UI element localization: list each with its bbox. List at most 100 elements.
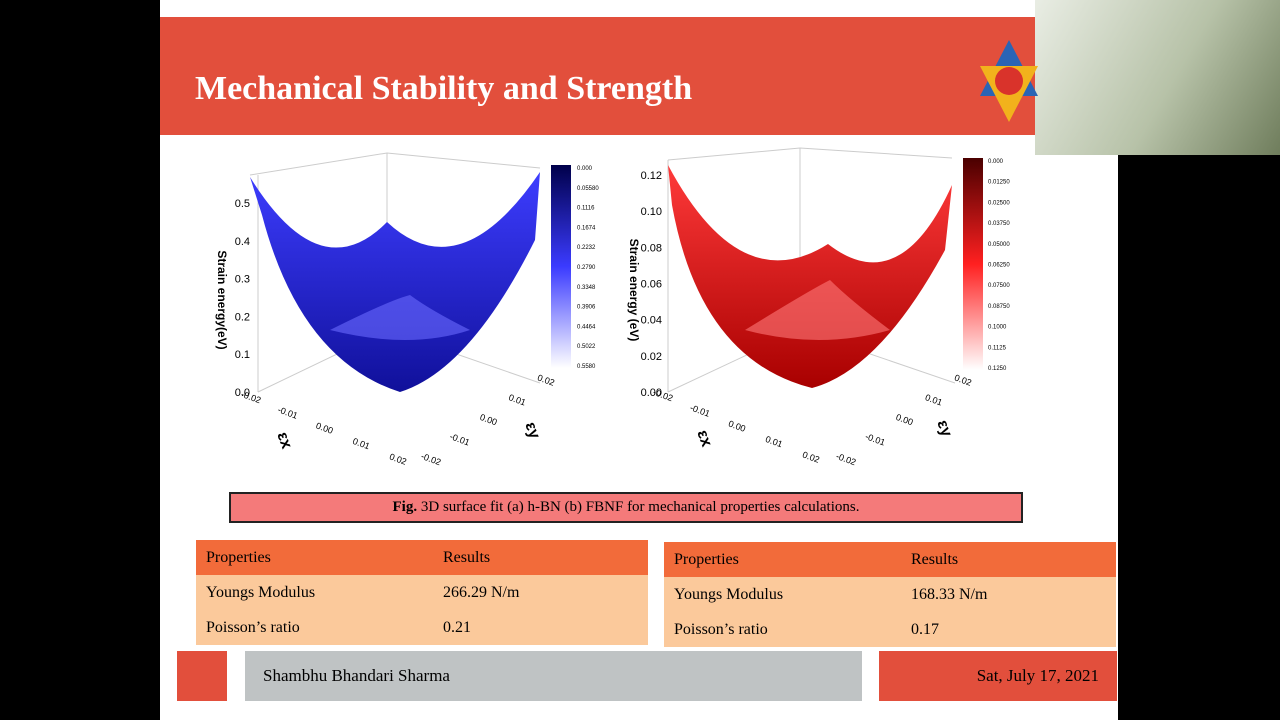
table-header: Properties Results: [196, 540, 648, 575]
colorbar-tick-label: 0.1125: [988, 345, 1007, 351]
z-tick-label: 0.06: [641, 279, 662, 291]
colorbar-tick-label: 0.1116: [577, 206, 595, 212]
z-tick-label: 0.3: [235, 274, 250, 286]
z-tick-label: 0.08: [641, 242, 662, 254]
footer-author: Shambhu Bhandari Sharma: [245, 651, 862, 701]
table-cell: 266.29 N/m: [443, 584, 520, 601]
header-bar: [160, 17, 1035, 135]
colorbar-tick-label: 0.4464: [577, 324, 596, 330]
colorbar-tick-label: 0.1000: [988, 325, 1007, 331]
y-tick-label: 0.02: [536, 372, 556, 387]
y-tick-label: 0.01: [924, 392, 944, 407]
x-tick-label: 0.01: [764, 434, 784, 449]
logo: [980, 40, 1038, 122]
logo-circle: [995, 67, 1023, 95]
footer-square: [177, 651, 227, 701]
y-tick-label: 0.00: [895, 412, 915, 427]
colorbar-tick-label: 0.3906: [577, 305, 596, 311]
z-axis-label: Strain energy (eV): [627, 239, 641, 342]
caption-label: Fig.: [392, 499, 418, 515]
table-header: Properties Results: [664, 542, 1116, 577]
colorbar-tick-label: 0.07500: [988, 283, 1010, 289]
table-cell: Poisson’s ratio: [206, 619, 300, 636]
z-tick-label: 0.10: [641, 206, 662, 218]
table-row: Youngs Modulus 168.33 N/m: [664, 577, 1116, 612]
header-cell: Properties: [206, 549, 271, 566]
colorbar-tick-label: 0.2790: [577, 265, 596, 271]
z-tick-label: 0.4: [235, 236, 250, 248]
surface-highlight: [745, 280, 890, 340]
y-axis-label: εy: [521, 420, 543, 441]
y-tick-label: 0.02: [953, 372, 973, 387]
y-tick-label: 0.01: [507, 392, 527, 407]
colorbar-tick-label: 0.2232: [577, 245, 596, 251]
z-tick-label: 0.04: [641, 315, 662, 327]
figures: 0.0 0.1 0.2 0.3 0.4 0.5 -0.02 -0.01 0.00 0.01 0.02…: [215, 147, 1010, 467]
slide-title: Mechanical Stability and Strength: [195, 70, 693, 107]
surface-highlight: [330, 295, 470, 340]
y-tick-label: -0.01: [448, 431, 471, 447]
header-cell: Results: [911, 551, 959, 568]
table-cell: 0.21: [443, 619, 471, 636]
colorbar-tick-label: 0.1674: [577, 225, 596, 231]
colorbar-tick-label: 0.3348: [577, 285, 596, 291]
footer-date: Sat, July 17, 2021: [879, 651, 1117, 701]
header-cell: Properties: [674, 551, 739, 568]
y-tick-label: 0.00: [479, 412, 499, 427]
colorbar-tick-label: 0.06250: [988, 263, 1010, 269]
x-axis-label: εx: [273, 430, 295, 451]
colorbar-tick-label: 0.08750: [988, 304, 1010, 310]
table-row: Poisson’s ratio 0.17: [664, 612, 1116, 647]
y-tick-label: -0.02: [420, 451, 443, 467]
z-axis-label: Strain energy(eV): [215, 250, 229, 349]
z-tick-label: 0.1: [235, 349, 250, 361]
date-text: Sat, July 17, 2021: [976, 666, 1099, 685]
x-tick-label: 0.01: [351, 436, 371, 451]
colorbar-tick-label: 0.01250: [988, 180, 1010, 186]
y-tick-label: -0.01: [864, 431, 887, 447]
z-tick-label: 0.2: [235, 311, 250, 323]
z-tick-label: 0.0: [235, 387, 250, 399]
x-tick-label: 0.02: [801, 449, 821, 464]
z-tick-label: 0.00: [641, 387, 662, 399]
colorbar-tick-label: 0.5022: [577, 344, 596, 350]
figure-caption: Fig. 3D surface fit (a) h-BN (b) FBNF fo…: [229, 492, 1023, 523]
colorbar-tick-label: 0.05000: [988, 242, 1010, 248]
y-axis-label: εy: [933, 418, 955, 439]
x-tick-label: -0.01: [276, 404, 299, 420]
table-row: Youngs Modulus 266.29 N/m: [196, 575, 648, 610]
table-cell: 168.33 N/m: [911, 586, 988, 603]
table-cell: Youngs Modulus: [206, 584, 316, 601]
camera-overlay: [1035, 0, 1280, 155]
table: Properties Results Youngs Modulus 266.29 N/…: [196, 540, 648, 645]
table-cell: Youngs Modulus: [674, 586, 784, 603]
x-tick-label: -0.02: [652, 387, 675, 403]
colorbar-tick-label: 0.000: [577, 166, 593, 172]
table: Properties Results Youngs Modulus 168.33 N/…: [664, 542, 1116, 647]
surface: [250, 172, 540, 392]
y-tick-label: -0.02: [835, 451, 858, 467]
header-cell: Results: [443, 549, 491, 566]
box-lines: [667, 147, 956, 393]
colorbar-tick-label: 0.05580: [577, 186, 599, 192]
table-cell: Poisson’s ratio: [674, 621, 768, 638]
x-tick-label: -0.01: [689, 402, 712, 418]
table-row: Poisson’s ratio 0.21: [196, 610, 648, 645]
colorbar-tick-label: 0.000: [988, 159, 1004, 165]
colorbar-tick-label: 0.02500: [988, 200, 1010, 206]
x-axis-label: εx: [693, 428, 715, 449]
z-tick-label: 0.5: [235, 198, 250, 210]
surface: [668, 165, 952, 388]
z-tick-label: 0.12: [641, 170, 662, 182]
colorbar: [551, 165, 571, 368]
table-cell: 0.17: [911, 621, 939, 638]
author-text: Shambhu Bhandari Sharma: [263, 666, 450, 685]
caption-text: 3D surface fit (a) h-BN (b) FBNF for mec…: [420, 499, 860, 515]
x-tick-label: 0.02: [388, 451, 408, 466]
colorbar: [963, 158, 983, 370]
colorbar-tick-label: 0.5580: [577, 364, 596, 370]
x-tick-label: 0.00: [315, 420, 335, 435]
colorbar-tick-label: 0.1250: [988, 366, 1007, 372]
z-tick-label: 0.02: [641, 351, 662, 363]
